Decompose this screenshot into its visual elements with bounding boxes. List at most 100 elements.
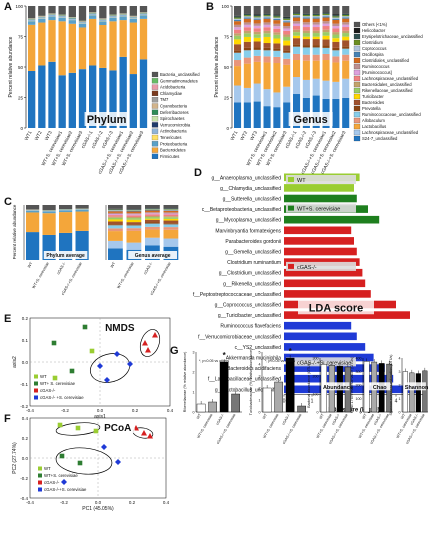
group-label: WT: [110, 261, 117, 269]
bar-segment: [234, 29, 242, 34]
point-marker: [57, 422, 63, 428]
bar-segment: [234, 16, 242, 18]
bar-segment: [332, 98, 340, 128]
bar-segment: [263, 13, 271, 16]
legend-swatch: [353, 123, 361, 130]
y-tick-label: 300: [356, 370, 362, 374]
lda-legend-entry: WT+S. cerevisiae: [297, 207, 340, 213]
bar-segment: [283, 58, 291, 65]
x-tick-label: 0.0: [97, 408, 104, 413]
bar-segment: [28, 19, 36, 21]
y-tick-label: 0.0: [22, 456, 29, 461]
bar-segment: [322, 32, 330, 36]
legend-entry: WT+ S. cerevisiae: [40, 381, 76, 386]
legend-entry: Turicibacter: [362, 94, 384, 99]
lda-bar: [284, 184, 354, 192]
avg-bar-segment: [163, 216, 179, 218]
x-tick-label: 0.4: [163, 500, 170, 505]
bar-segment: [243, 13, 251, 14]
avg-bar-segment: [126, 211, 142, 214]
avg-bar-segment: [145, 218, 160, 220]
bar-segment: [312, 33, 320, 37]
panel-label-F: F: [4, 413, 11, 425]
bar-segment: [243, 6, 251, 14]
legend-swatch: [353, 21, 361, 28]
bar-segment: [99, 6, 107, 19]
lda-feature-label: g__Anaeroplasma_unclassified: [212, 175, 282, 181]
y-axis-label: Chao 1 richness estimation (OTUs): [350, 357, 354, 413]
point-marker: [145, 347, 151, 353]
category-label: WT: [361, 412, 368, 419]
avg-bar-segment: [145, 215, 160, 218]
bar-segment: [78, 27, 87, 70]
legend-swatch: [353, 129, 361, 136]
avg-bar-segment: [163, 238, 179, 247]
avg-bar-segment: [126, 224, 142, 226]
x-axis-label: axis1: [94, 414, 106, 420]
legend-entry: Cyanobacteria: [160, 104, 188, 109]
bar-segment: [322, 60, 330, 81]
y-tick-label: 2: [259, 387, 261, 391]
overlay-title: Phylum average: [46, 253, 85, 259]
summary-bar: [297, 405, 306, 413]
x-tick-label: 0.2: [129, 500, 136, 505]
legend-entry: Helicobacter: [362, 28, 386, 33]
avg-bar-segment: [108, 211, 123, 213]
bar-segment: [312, 47, 320, 55]
bar-segment: [342, 6, 350, 14]
bar-segment: [322, 39, 330, 46]
lda-bar: [284, 332, 357, 341]
y-tick-label: 1: [259, 399, 261, 403]
overlay-title: PCoA: [104, 423, 131, 434]
panel-label-E: E: [4, 313, 11, 325]
lda-bar: [284, 247, 357, 256]
bar-segment: [342, 13, 350, 16]
legend-swatch: [353, 27, 361, 34]
bar-segment: [48, 16, 56, 21]
bar-segment: [293, 13, 301, 16]
bar-segment: [312, 27, 320, 31]
lda-feature-label: Bacteroides acidifaciens: [227, 366, 281, 372]
panel-label-G: G: [170, 345, 179, 357]
bar-segment: [243, 41, 251, 48]
lda-feature-label: c__YS2_unclassified: [235, 345, 282, 351]
legend-swatch: [38, 466, 42, 471]
significance-star: *: [223, 351, 227, 360]
bar-segment: [332, 47, 340, 51]
legend-swatch: [353, 39, 361, 46]
significance-note: *, p<0.05 vs others: [265, 359, 295, 363]
legend-entry: Allobaculum: [362, 118, 385, 123]
avg-bar-segment: [108, 221, 123, 225]
legend-entry: Verrucomicrobia: [160, 122, 191, 127]
bar-segment: [342, 15, 350, 17]
legend-swatch: [353, 111, 361, 118]
bar-segment: [302, 33, 310, 37]
bar-segment: [263, 62, 271, 90]
bar-segment: [302, 27, 310, 31]
legend-entry: Lachnospiraceae_unclassified: [362, 130, 419, 135]
bar-segment: [332, 19, 340, 24]
bar-segment: [342, 16, 350, 18]
overlay-box: [43, 251, 88, 259]
bar-segment: [302, 30, 310, 34]
bar-segment: [273, 23, 281, 27]
y-axis-label: PC2 (27.74%): [12, 442, 18, 474]
avg-bar-segment: [59, 209, 73, 211]
bar-segment: [119, 16, 127, 21]
bar-segment: [243, 24, 251, 28]
point-marker: [69, 368, 75, 374]
legend-entry: Actinobacteria: [160, 129, 187, 134]
y-tick-label: 3: [399, 370, 401, 374]
lda-legend-box: [286, 203, 356, 213]
avg-bar-segment: [108, 215, 123, 217]
bar-segment: [58, 6, 66, 15]
bar-segment: [283, 22, 291, 27]
bar-segment: [293, 17, 301, 22]
avg-bar-segment: [145, 237, 160, 246]
y-tick-label: 25: [224, 96, 230, 101]
panel-label-D: D: [194, 167, 202, 179]
lda-feature-label: g__Sutterella_unclassified: [223, 197, 282, 203]
avg-bar-segment: [108, 219, 123, 222]
legend-entry: Ruminococcus: [362, 64, 389, 69]
legend-entry: cGAS-/- +S. cerevisiae: [40, 395, 84, 400]
